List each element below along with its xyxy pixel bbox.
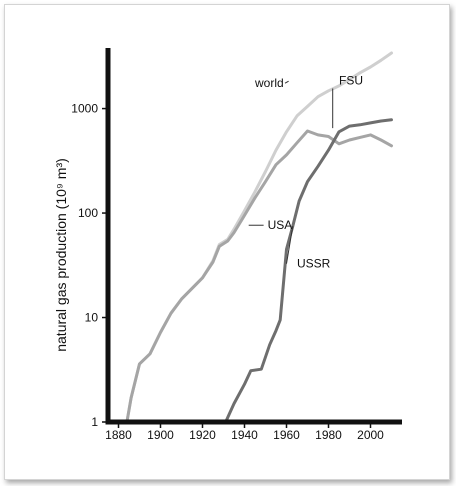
series-line-world <box>125 51 393 422</box>
series-line-usa <box>125 129 393 422</box>
x-tick-label-1920: 1920 <box>189 428 216 442</box>
axes-layer <box>105 48 402 425</box>
series-labels-layer: world FSU USA USSR <box>248 73 363 271</box>
leader-line-ussr <box>286 226 294 264</box>
x-tick-label-1980: 1980 <box>315 428 342 442</box>
y-tick-label-10: 10 <box>85 311 99 325</box>
y-tick-label-1000: 1000 <box>71 102 98 116</box>
x-tick-label-1900: 1900 <box>147 428 174 442</box>
x-tick-label-1940: 1940 <box>231 428 258 442</box>
series-label-world: world <box>254 76 284 90</box>
series-line-ussr-fsu <box>224 118 393 422</box>
x-tick-label-1960: 1960 <box>273 428 300 442</box>
series-label-fsu: FSU <box>339 73 363 87</box>
series-label-ussr: USSR <box>297 257 331 271</box>
leader-line-world <box>284 80 289 84</box>
y-axis-title: natural gas production (10⁹ m³) <box>53 158 69 352</box>
x-tick-label-1880: 1880 <box>105 428 132 442</box>
series-layer <box>125 51 393 422</box>
y-tick-label-1: 1 <box>91 415 98 429</box>
x-tick-label-2000: 2000 <box>357 428 384 442</box>
ticks-layer: 1 10 100 1000 1880 1900 1920 1940 1960 1980 2000 <box>71 102 384 442</box>
series-label-usa: USA <box>268 218 293 232</box>
y-tick-label-100: 100 <box>78 206 98 220</box>
